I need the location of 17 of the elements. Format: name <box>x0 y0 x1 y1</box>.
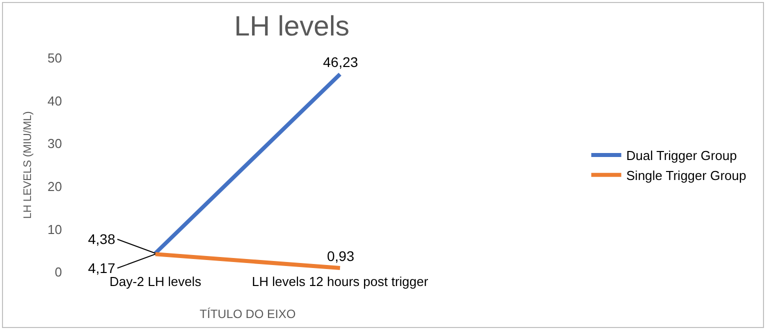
x-axis-title: TÍTULO DO EIXO <box>200 307 296 321</box>
data-label: 4,38 <box>88 231 116 247</box>
y-tick-label: 40 <box>48 93 62 108</box>
data-label: 46,23 <box>323 54 358 70</box>
y-tick-label: 30 <box>48 136 62 152</box>
x-tick-label: LH levels 12 hours post trigger <box>252 274 429 289</box>
y-tick-label: 50 <box>48 50 62 66</box>
y-tick-label: 10 <box>48 222 62 237</box>
y-axis-title: LH LEVELS (MIU/ML) <box>22 111 34 219</box>
y-tick-label: 0 <box>54 264 62 280</box>
chart-title: LH levels <box>234 10 350 42</box>
legend-label: Single Trigger Group <box>626 168 746 183</box>
data-label: 0,93 <box>327 248 354 264</box>
y-tick-label: 20 <box>48 178 62 194</box>
legend-label: Dual Trigger Group <box>626 148 737 164</box>
data-label: 4,17 <box>88 260 116 276</box>
x-tick-label: Day-2 LH levels <box>109 274 202 289</box>
